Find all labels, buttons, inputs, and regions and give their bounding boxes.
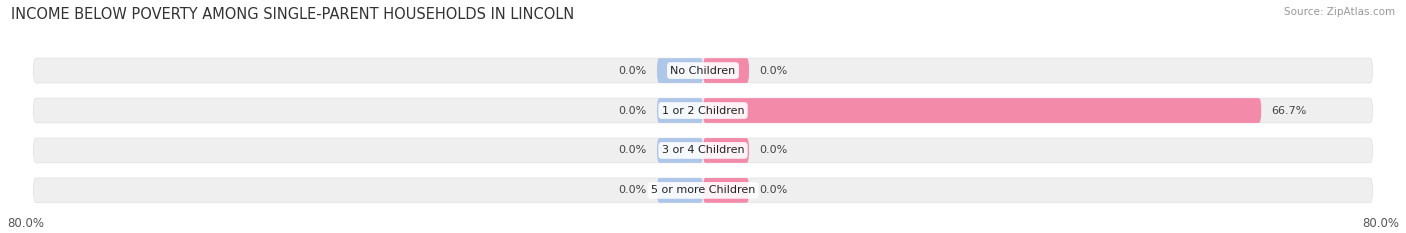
Text: No Children: No Children (671, 65, 735, 75)
FancyBboxPatch shape (34, 98, 1372, 123)
FancyBboxPatch shape (657, 98, 703, 123)
Text: INCOME BELOW POVERTY AMONG SINGLE-PARENT HOUSEHOLDS IN LINCOLN: INCOME BELOW POVERTY AMONG SINGLE-PARENT… (11, 7, 575, 22)
Text: 0.0%: 0.0% (759, 145, 787, 155)
Text: 0.0%: 0.0% (759, 65, 787, 75)
Text: 0.0%: 0.0% (619, 185, 647, 195)
Text: 5 or more Children: 5 or more Children (651, 185, 755, 195)
FancyBboxPatch shape (657, 138, 703, 163)
Text: 80.0%: 80.0% (7, 217, 44, 230)
Text: 3 or 4 Children: 3 or 4 Children (662, 145, 744, 155)
FancyBboxPatch shape (34, 178, 1372, 203)
FancyBboxPatch shape (703, 98, 1261, 123)
Text: 1 or 2 Children: 1 or 2 Children (662, 106, 744, 116)
Text: 0.0%: 0.0% (619, 145, 647, 155)
Text: 66.7%: 66.7% (1271, 106, 1306, 116)
FancyBboxPatch shape (703, 58, 749, 83)
Text: 0.0%: 0.0% (619, 65, 647, 75)
FancyBboxPatch shape (657, 178, 703, 203)
FancyBboxPatch shape (703, 138, 749, 163)
FancyBboxPatch shape (703, 178, 749, 203)
FancyBboxPatch shape (34, 58, 1372, 83)
FancyBboxPatch shape (34, 138, 1372, 163)
Text: Source: ZipAtlas.com: Source: ZipAtlas.com (1284, 7, 1395, 17)
Text: 0.0%: 0.0% (619, 106, 647, 116)
Text: 80.0%: 80.0% (1362, 217, 1399, 230)
FancyBboxPatch shape (657, 58, 703, 83)
Text: 0.0%: 0.0% (759, 185, 787, 195)
